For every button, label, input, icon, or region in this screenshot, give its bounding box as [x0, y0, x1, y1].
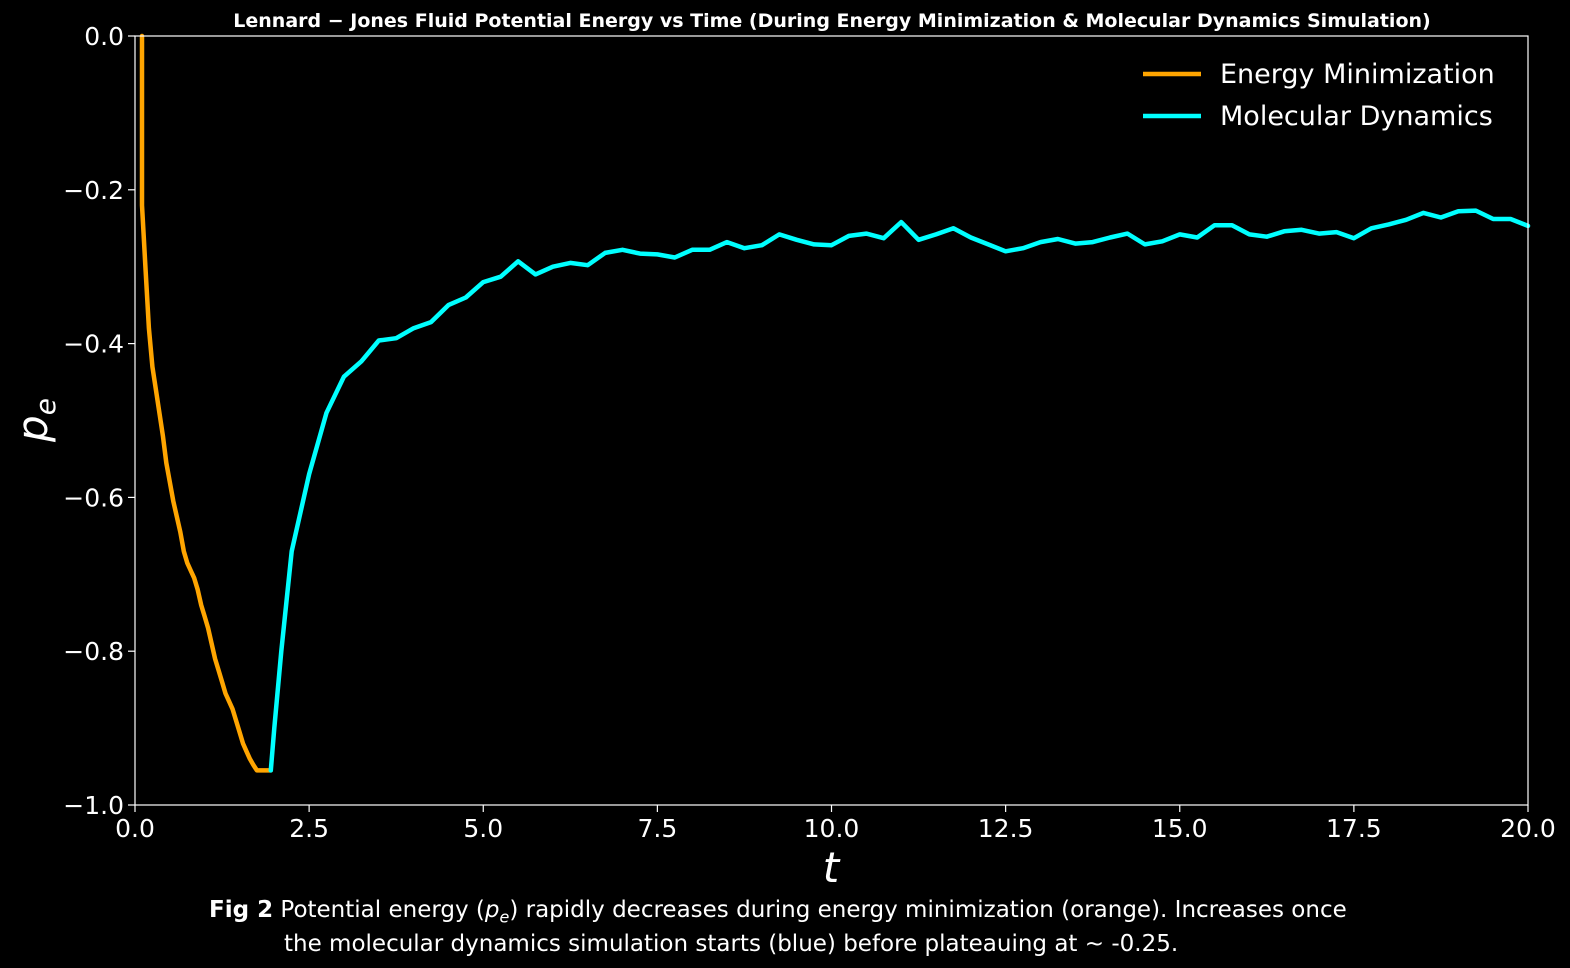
y-axis-label-sub: e — [29, 398, 62, 415]
caption-line-2: the molecular dynamics simulation starts… — [284, 931, 1179, 957]
x-axis-label: t — [823, 843, 841, 890]
x-tick-label: 2.5 — [289, 814, 329, 843]
caption-text-a: Potential energy ( — [273, 897, 485, 923]
y-axis-ticks: 0.0 −0.2 −0.4 −0.6 −0.8 −1.0 — [63, 22, 135, 820]
legend: Energy Minimization Molecular Dynamics — [1143, 59, 1495, 132]
caption-pe-sub: e — [499, 907, 510, 927]
chart-title: Lennard − Jones Fluid Potential Energy v… — [233, 10, 1430, 32]
x-axis-ticks: 0.0 2.5 5.0 7.5 10.0 12.5 15.0 17.5 20.0 — [115, 805, 1556, 843]
x-tick-label: 15.0 — [1152, 814, 1208, 843]
x-tick-label: 17.5 — [1326, 814, 1382, 843]
y-tick-label: −0.2 — [63, 176, 124, 205]
x-tick-label: 5.0 — [463, 814, 503, 843]
caption-line-1: Fig 2 Potential energy (pe) rapidly decr… — [209, 893, 1347, 935]
caption-text-b: ) rapidly decreases during energy minimi… — [509, 897, 1347, 923]
y-axis-label: pe — [8, 398, 62, 443]
caption-figure-label: Fig 2 — [209, 897, 274, 923]
legend-label: Energy Minimization — [1220, 59, 1495, 90]
series-line-energy-minimization — [139, 33, 274, 773]
x-tick-label: 7.5 — [637, 814, 677, 843]
potential-energy-chart: Lennard − Jones Fluid Potential Energy v… — [8, 10, 1556, 890]
legend-label: Molecular Dynamics — [1220, 101, 1493, 132]
y-tick-label: −0.4 — [63, 330, 124, 359]
x-tick-label: 20.0 — [1500, 814, 1556, 843]
series-layer — [139, 33, 1531, 773]
y-tick-label: −0.8 — [63, 637, 124, 666]
y-tick-label: −0.6 — [63, 483, 124, 512]
x-tick-label: 0.0 — [115, 814, 155, 843]
series-line-molecular-dynamics — [268, 208, 1531, 773]
plot-frame — [134, 35, 1529, 806]
caption-pe-main: p — [484, 897, 500, 923]
y-tick-label: −1.0 — [63, 791, 124, 820]
svg-text:pe: pe — [8, 398, 62, 443]
y-axis-label-main: p — [8, 415, 57, 443]
x-tick-label: 10.0 — [804, 814, 860, 843]
x-tick-label: 12.5 — [978, 814, 1034, 843]
y-tick-label: 0.0 — [84, 22, 124, 51]
